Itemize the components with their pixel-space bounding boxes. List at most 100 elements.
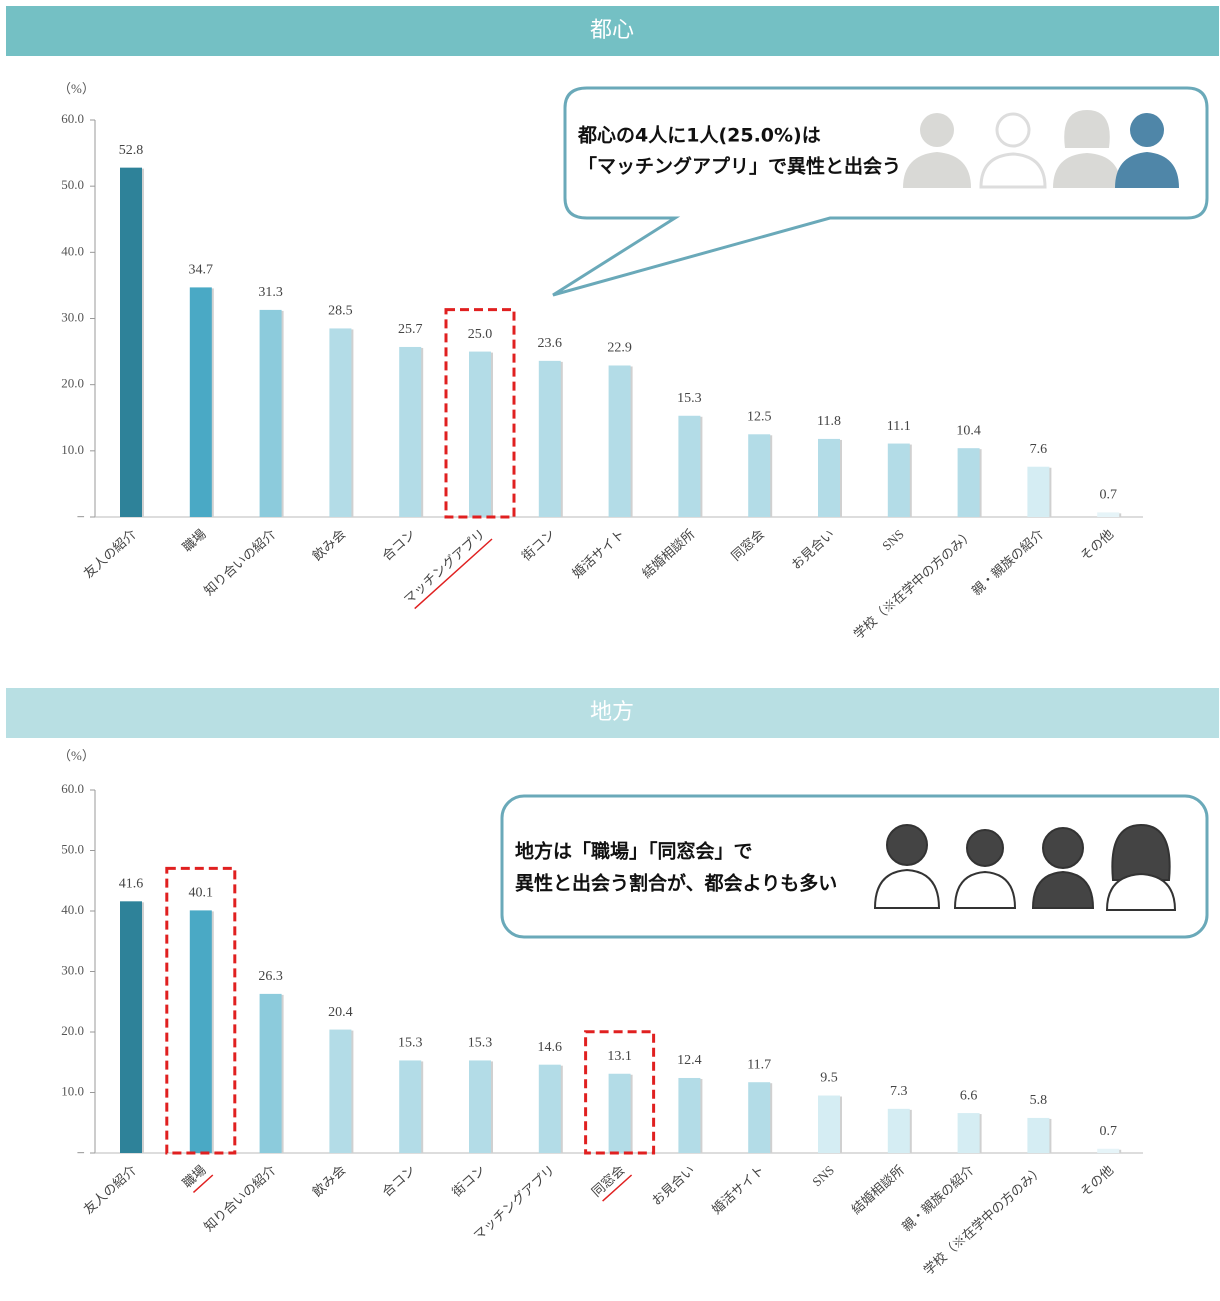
value-label: 20.4	[328, 1005, 353, 1020]
x-tick-label: SNS	[879, 526, 907, 553]
x-tick-label: 婚活サイト	[569, 526, 627, 581]
y-tick-label: 20.0	[61, 1023, 84, 1038]
x-tick-label: SNS	[809, 1162, 837, 1189]
bar	[469, 1060, 491, 1153]
value-label: 34.7	[189, 263, 214, 278]
x-tick-label: 街コン	[449, 1162, 488, 1199]
y-tick-label: 20.0	[61, 376, 84, 391]
bar	[539, 1065, 561, 1153]
x-tick-label: 飲み会	[309, 1162, 348, 1199]
value-label: 22.9	[607, 341, 632, 356]
value-label: 14.6	[538, 1040, 563, 1055]
bar	[1097, 1149, 1119, 1153]
y-tick-label: –	[77, 508, 85, 523]
bar	[190, 910, 212, 1153]
bar	[329, 1030, 351, 1153]
value-label: 41.6	[119, 877, 144, 892]
bar	[958, 1113, 980, 1153]
annotation: 地方は「職場」「同窓会」で	[515, 840, 753, 863]
y-tick-label: 30.0	[61, 309, 84, 324]
x-tick-label: 合コン	[379, 526, 418, 563]
x-tick-label: 友人の紹介	[81, 1162, 139, 1217]
value-label: 11.7	[747, 1057, 771, 1072]
bar	[539, 361, 561, 517]
annotation: 異性と出会う割合が、都会よりも多い	[515, 872, 837, 895]
value-label: 15.3	[677, 391, 702, 406]
y-tick-label: 10.0	[61, 442, 84, 457]
bar	[748, 434, 770, 517]
x-tick-label: 職場	[179, 1162, 208, 1191]
bar	[818, 439, 840, 517]
bar	[818, 1096, 840, 1153]
x-tick-label: 同窓会	[728, 526, 767, 563]
y-tick-label: 10.0	[61, 1083, 84, 1098]
value-label: 11.1	[887, 419, 911, 434]
value-label: 15.3	[398, 1036, 423, 1051]
x-tick-label: 親・親族の紹介	[969, 526, 1047, 598]
x-tick-label: 飲み会	[309, 526, 348, 563]
value-label: 7.6	[1030, 442, 1048, 457]
value-label: 40.1	[189, 886, 214, 901]
value-label: 9.5	[820, 1071, 838, 1086]
bar	[888, 444, 910, 517]
x-tick-label: 職場	[179, 526, 208, 555]
header-title: 都心	[590, 17, 634, 42]
y-tick-label: –	[77, 1144, 85, 1159]
y-tick-label: 60.0	[61, 781, 84, 796]
x-tick-label: 結婚相談所	[848, 1162, 906, 1217]
x-tick-label: 知り合いの紹介	[201, 526, 279, 598]
y-tick-label: 40.0	[61, 243, 84, 258]
value-label: 15.3	[468, 1036, 493, 1051]
x-tick-label: 同窓会	[589, 1162, 628, 1199]
bar	[469, 352, 491, 517]
x-tick-label: 婚活サイト	[709, 1162, 767, 1217]
bar	[609, 365, 631, 517]
bar	[748, 1082, 770, 1153]
value-label: 23.6	[538, 336, 563, 351]
value-label: 13.1	[607, 1049, 632, 1064]
x-tick-label: お見合い	[649, 1162, 698, 1208]
bar	[120, 901, 142, 1153]
bar	[1027, 467, 1049, 517]
y-tick-label: 50.0	[61, 841, 84, 856]
unit-label: （%）	[58, 81, 95, 96]
bar	[120, 168, 142, 517]
page: 都心（%）–10.020.030.040.050.060.052.8友人の紹介3…	[0, 0, 1220, 1301]
y-tick-label: 30.0	[61, 962, 84, 977]
value-label: 12.4	[677, 1053, 702, 1068]
x-tick-label: その他	[1077, 1162, 1116, 1199]
value-label: 11.8	[817, 414, 841, 429]
value-label: 5.8	[1030, 1093, 1048, 1108]
bar	[329, 328, 351, 517]
y-tick-label: 60.0	[61, 111, 84, 126]
callout	[502, 796, 1207, 937]
header-title: 地方	[590, 699, 634, 724]
x-tick-label: その他	[1077, 526, 1116, 563]
value-label: 10.4	[956, 423, 981, 438]
value-label: 0.7	[1099, 488, 1117, 503]
bar	[678, 1078, 700, 1153]
value-label: 28.5	[328, 304, 353, 319]
bar	[609, 1074, 631, 1153]
bar	[678, 416, 700, 517]
value-label: 26.3	[258, 969, 283, 984]
bar	[1027, 1118, 1049, 1153]
value-label: 25.0	[468, 327, 493, 342]
annotation: 都心の4人に1人(25.0%)は	[577, 125, 821, 147]
value-label: 12.5	[747, 410, 772, 425]
x-tick-label: 親・親族の紹介	[899, 1162, 977, 1234]
value-label: 31.3	[258, 285, 283, 300]
bar	[399, 1060, 421, 1153]
annotation: 「マッチングアプリ」で異性と出会う	[578, 155, 901, 178]
x-tick-label: 学校（※在学中の方のみ）	[851, 526, 977, 642]
x-tick-label: 結婚相談所	[639, 526, 697, 581]
x-tick-label: 学校（※在学中の方のみ）	[920, 1162, 1046, 1278]
bar	[888, 1109, 910, 1153]
bar	[190, 287, 212, 517]
x-tick-label: 友人の紹介	[81, 526, 139, 581]
value-label: 0.7	[1099, 1124, 1117, 1139]
bar	[958, 448, 980, 517]
value-label: 6.6	[960, 1088, 978, 1103]
x-tick-label: 街コン	[519, 526, 558, 563]
x-tick-label: 知り合いの紹介	[201, 1162, 279, 1234]
